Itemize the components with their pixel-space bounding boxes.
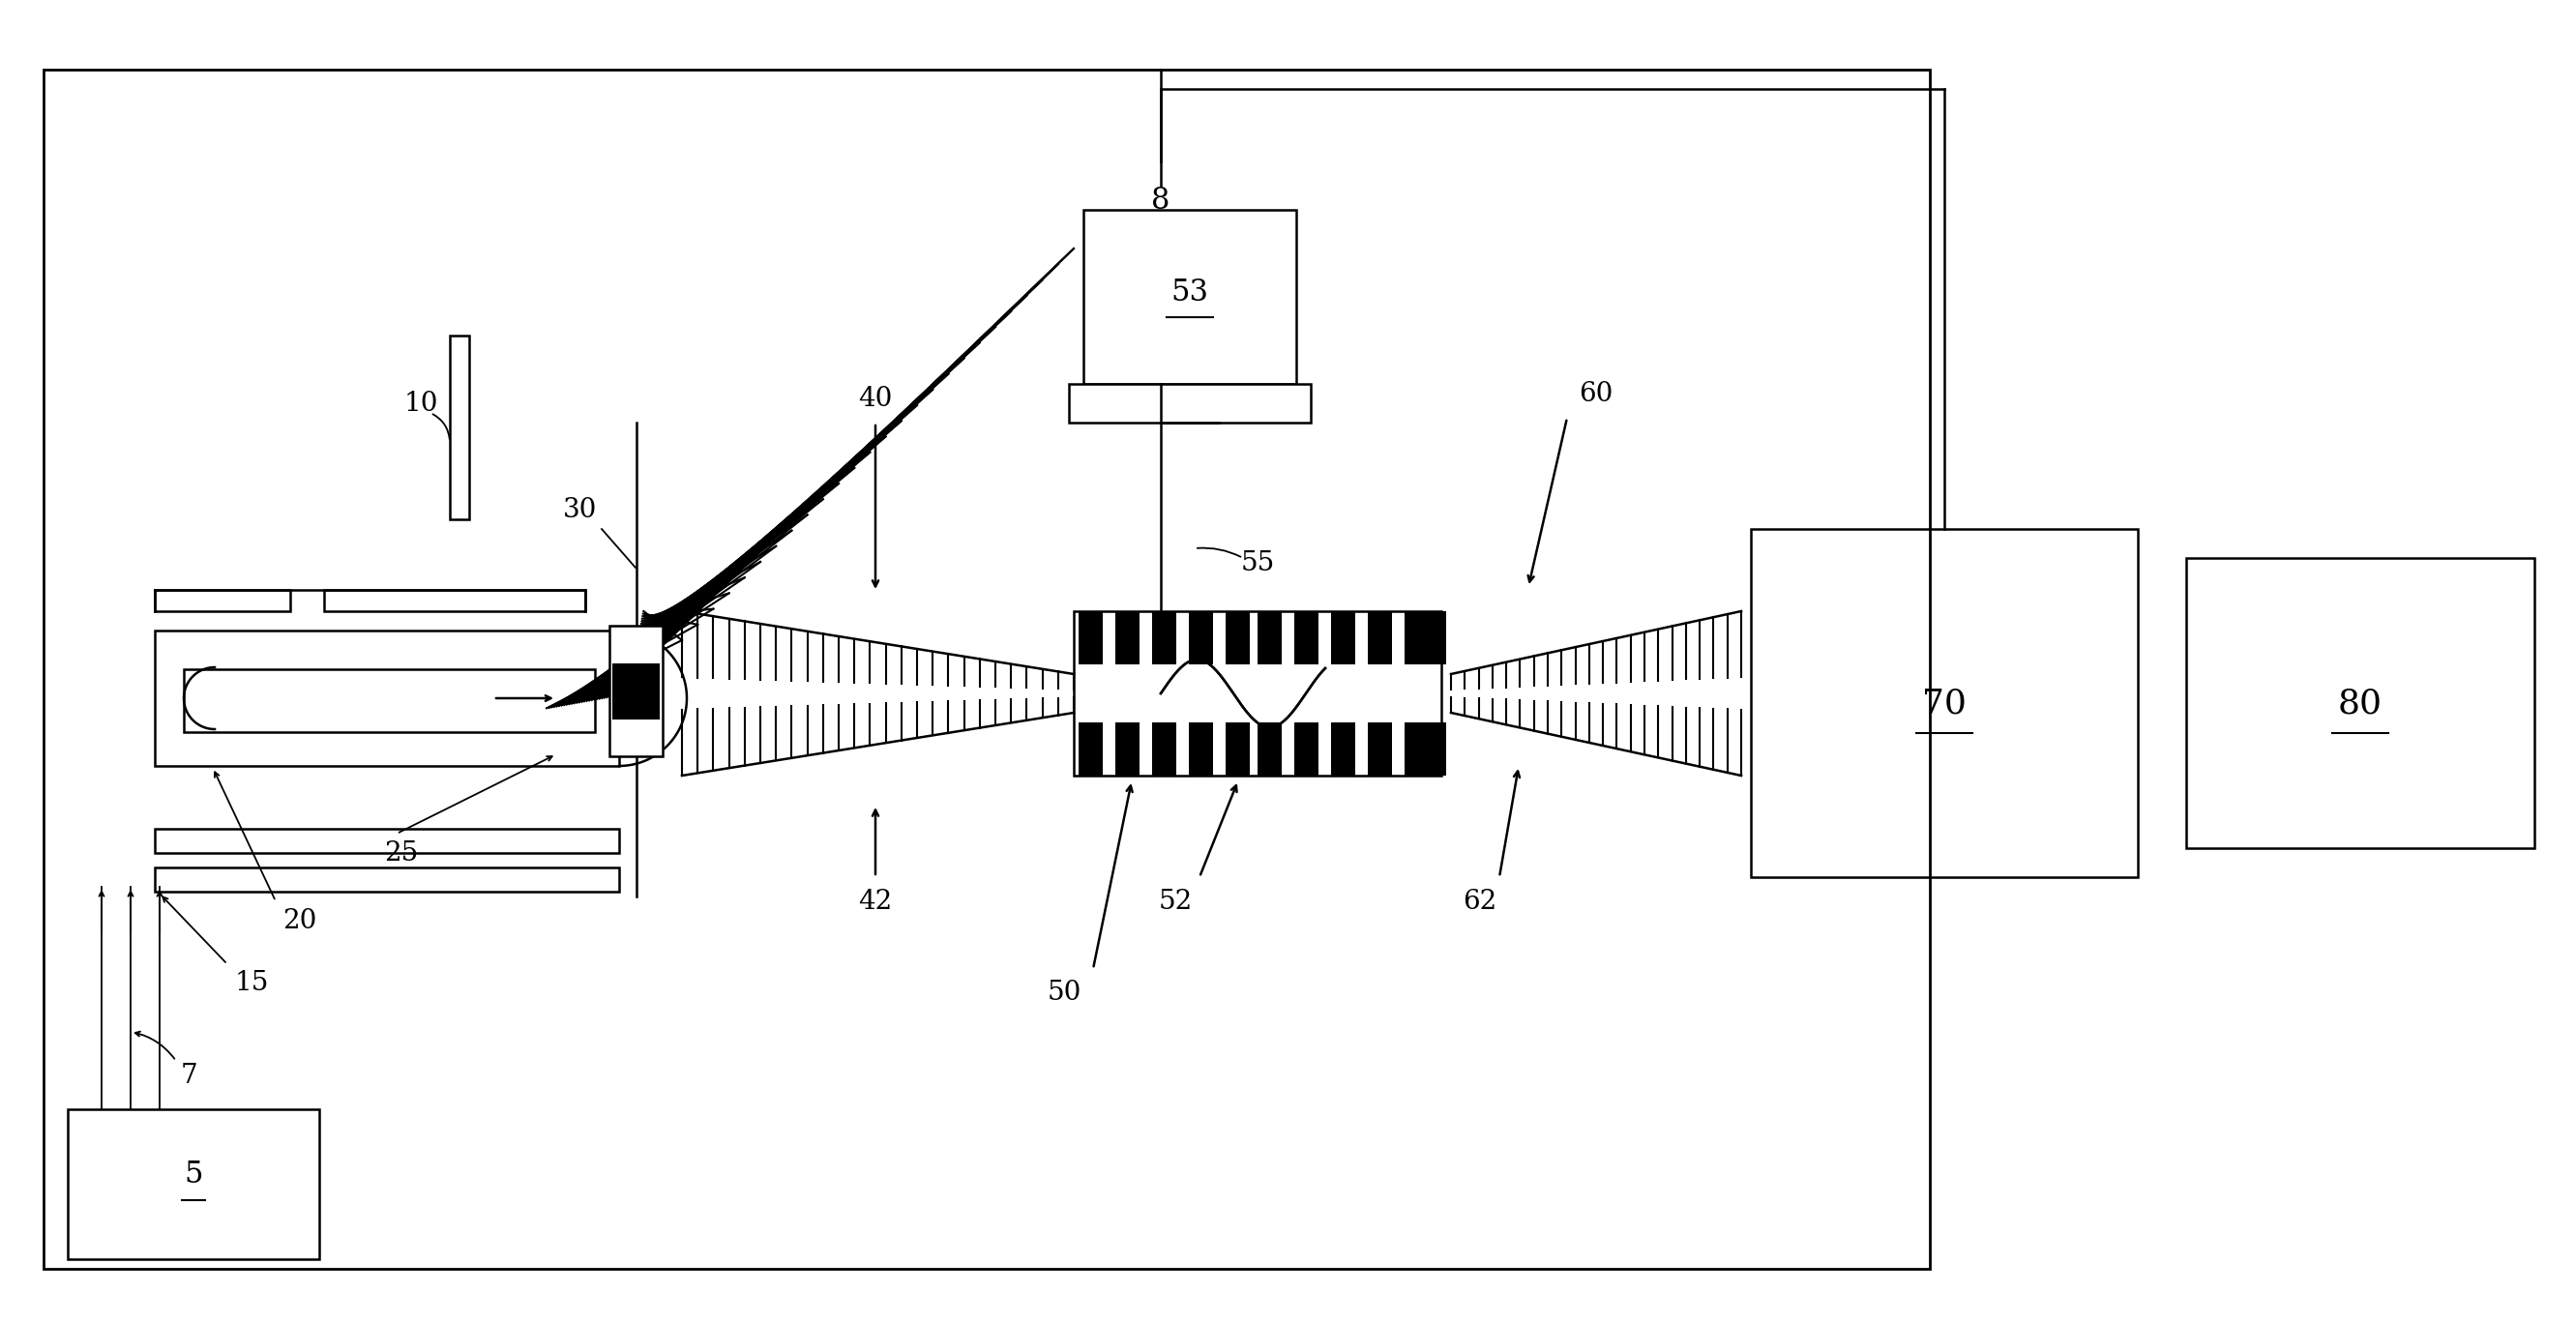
Text: 10: 10 [404, 390, 438, 416]
Text: 70: 70 [1922, 686, 1965, 719]
Bar [1752, 529, 2138, 876]
Text: 42: 42 [858, 888, 891, 915]
Bar [451, 336, 469, 520]
Text: 30: 30 [564, 497, 598, 522]
Text: 53: 53 [1172, 278, 1208, 307]
Bar [1368, 722, 1391, 776]
Bar [1074, 611, 1443, 776]
Bar [1257, 722, 1283, 776]
Text: 5: 5 [183, 1159, 204, 1190]
Text: 55: 55 [1242, 550, 1275, 576]
Bar [1257, 611, 1283, 665]
Bar [1079, 722, 1103, 776]
Text: 15: 15 [234, 970, 268, 997]
Bar [155, 829, 618, 853]
Bar [1332, 722, 1355, 776]
Text: 60: 60 [1579, 381, 1613, 407]
Bar [183, 669, 595, 732]
Bar [155, 590, 291, 611]
Bar [67, 1109, 319, 1259]
Text: 40: 40 [858, 386, 891, 411]
Bar [1151, 722, 1177, 776]
Bar [1422, 611, 1445, 665]
Bar [1404, 611, 1430, 665]
Bar [613, 664, 659, 719]
Bar [1079, 611, 1103, 665]
Text: 62: 62 [1463, 888, 1497, 915]
Bar [1332, 611, 1355, 665]
Text: 50: 50 [1046, 980, 1082, 1006]
Bar [1115, 722, 1139, 776]
Text: 52: 52 [1159, 888, 1193, 915]
Bar [1115, 611, 1139, 665]
Bar [1422, 722, 1445, 776]
Bar [1084, 210, 1296, 383]
Bar [2187, 558, 2535, 849]
Bar [1226, 722, 1249, 776]
Bar [611, 625, 662, 756]
Text: 80: 80 [2339, 686, 2383, 719]
Bar [1368, 611, 1391, 665]
Text: 20: 20 [283, 908, 317, 933]
Bar [1190, 722, 1213, 776]
Bar [1151, 611, 1177, 665]
Bar [1069, 383, 1311, 423]
Bar [1293, 722, 1319, 776]
Text: 7: 7 [180, 1063, 198, 1088]
Bar [1404, 722, 1430, 776]
Bar [1293, 611, 1319, 665]
Text: 8: 8 [1151, 185, 1170, 215]
Bar [1226, 611, 1249, 665]
Text: 25: 25 [384, 839, 417, 866]
Bar [155, 867, 618, 891]
Bar [1190, 611, 1213, 665]
Bar [44, 70, 1929, 1269]
Bar [155, 631, 618, 765]
Bar [325, 590, 585, 611]
